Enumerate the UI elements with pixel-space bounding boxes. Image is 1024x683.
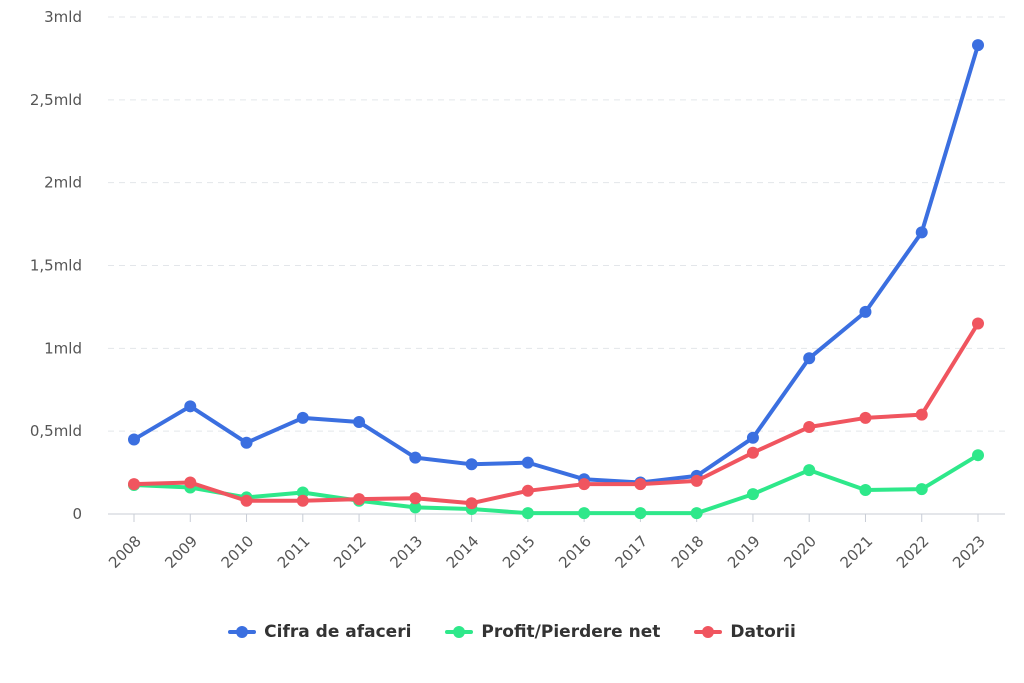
data-point bbox=[690, 507, 703, 520]
x-tick-label: 2013 bbox=[386, 532, 426, 572]
data-point bbox=[184, 400, 197, 413]
data-point bbox=[521, 507, 534, 520]
legend-label: Datorii bbox=[730, 622, 796, 642]
data-point bbox=[465, 497, 478, 510]
data-point bbox=[465, 458, 478, 471]
x-tick-label: 2023 bbox=[949, 532, 989, 572]
data-point bbox=[690, 474, 703, 487]
data-point bbox=[972, 317, 984, 330]
data-point bbox=[409, 492, 422, 505]
data-point bbox=[353, 416, 366, 429]
x-tick-label: 2009 bbox=[161, 532, 201, 572]
x-tick-label: 2011 bbox=[274, 532, 314, 572]
x-tick-label: 2012 bbox=[330, 532, 370, 572]
data-point bbox=[409, 451, 422, 464]
data-point bbox=[746, 431, 759, 444]
data-point bbox=[296, 486, 309, 499]
data-point bbox=[972, 39, 984, 52]
x-tick-label: 2021 bbox=[837, 532, 877, 572]
data-point bbox=[353, 493, 366, 506]
data-point bbox=[128, 433, 140, 446]
x-tick-label: 2018 bbox=[668, 532, 708, 572]
x-tick-label: 2015 bbox=[499, 532, 539, 572]
data-point bbox=[746, 446, 759, 459]
x-tick-label: 2020 bbox=[780, 532, 820, 572]
data-point bbox=[578, 478, 591, 491]
data-point bbox=[184, 476, 197, 489]
x-tick-label: 2008 bbox=[105, 532, 145, 572]
y-tick-label: 2,5mld bbox=[30, 91, 82, 109]
data-point bbox=[859, 411, 872, 424]
data-point bbox=[634, 478, 647, 491]
y-tick-label: 0,5mld bbox=[30, 422, 82, 440]
data-point bbox=[240, 436, 253, 449]
legend-marker-icon bbox=[694, 626, 723, 638]
data-point bbox=[409, 501, 422, 514]
x-tick-label: 2010 bbox=[218, 532, 258, 572]
data-point bbox=[859, 305, 872, 318]
y-tick-label: 2mld bbox=[44, 174, 82, 192]
y-tick-label: 0 bbox=[72, 505, 82, 523]
data-point bbox=[746, 488, 759, 501]
data-point bbox=[521, 456, 534, 469]
series-line-1 bbox=[133, 453, 980, 516]
data-point bbox=[803, 421, 816, 434]
data-point bbox=[972, 449, 984, 462]
data-point bbox=[915, 483, 928, 496]
series-line-0 bbox=[132, 44, 980, 485]
data-point bbox=[915, 408, 928, 421]
data-point bbox=[634, 507, 647, 520]
data-point bbox=[803, 464, 816, 477]
legend: Cifra de afaceri Profit/Pierdere net Dator… bbox=[0, 622, 1024, 642]
y-tick-label: 1,5mld bbox=[30, 257, 82, 275]
x-tick-label: 2017 bbox=[611, 532, 651, 572]
data-point bbox=[521, 484, 534, 497]
legend-marker-icon bbox=[228, 626, 257, 638]
legend-label: Profit/Pierdere net bbox=[481, 622, 661, 642]
x-tick-label: 2019 bbox=[724, 532, 764, 572]
y-tick-label: 3mld bbox=[44, 8, 82, 26]
data-point bbox=[296, 411, 309, 424]
data-point bbox=[296, 494, 309, 507]
y-tick-label: 1mld bbox=[44, 339, 82, 357]
data-point bbox=[803, 352, 816, 365]
series-line-2 bbox=[133, 322, 980, 506]
x-tick-label: 2022 bbox=[893, 532, 933, 572]
data-point bbox=[128, 478, 140, 491]
data-point bbox=[915, 226, 928, 239]
data-point bbox=[578, 507, 591, 520]
legend-item[interactable]: Cifra de afaceri bbox=[228, 622, 411, 642]
legend-label: Cifra de afaceri bbox=[264, 622, 412, 642]
x-tick-label: 2016 bbox=[555, 532, 595, 572]
legend-marker-icon bbox=[445, 626, 474, 638]
legend-item[interactable]: Datorii bbox=[694, 622, 796, 642]
data-point bbox=[859, 483, 872, 496]
x-tick-label: 2014 bbox=[443, 532, 483, 572]
data-point bbox=[240, 494, 253, 507]
legend-item[interactable]: Profit/Pierdere net bbox=[445, 622, 660, 642]
